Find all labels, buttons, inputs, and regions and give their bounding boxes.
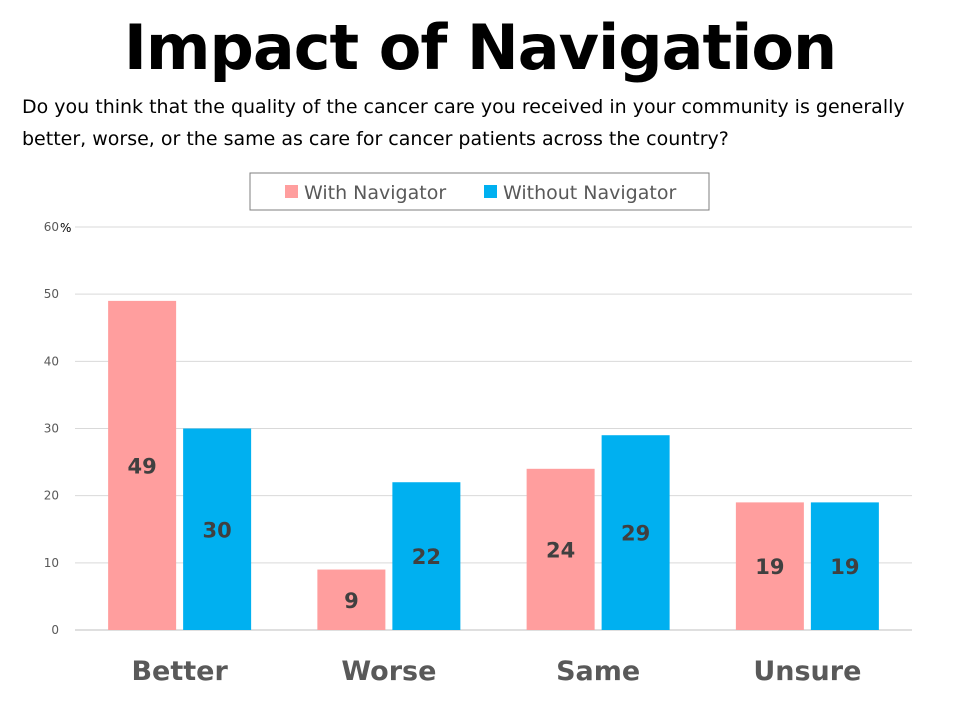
y-axis-unit: % (60, 221, 71, 235)
bars: 49 30 9 22 24 29 19 19 (108, 300, 879, 630)
data-label: 29 (621, 522, 650, 546)
data-label: 30 (203, 518, 232, 542)
x-category-label: Better (131, 656, 228, 687)
survey-question: Do you think that the quality of the can… (22, 96, 905, 150)
bar-better-with-navigator (108, 300, 177, 630)
legend-box (249, 172, 710, 211)
data-label: 19 (755, 555, 784, 579)
bar-unsure-without-navigator (810, 502, 879, 630)
bar-unsure-with-navigator (735, 502, 804, 630)
legend-swatch-with-navigator (285, 185, 298, 198)
data-label: 19 (830, 555, 859, 579)
bar-same-with-navigator (526, 468, 595, 630)
y-tick-label: 60 (44, 220, 59, 234)
y-tick-label: 20 (44, 489, 59, 503)
bar-better-without-navigator (183, 428, 252, 630)
chart-legend: With Navigator Without Navigator (249, 172, 710, 211)
bar-chart: With Navigator Without Navigator 0 10 20 30… (44, 172, 912, 687)
legend-label-with-navigator: With Navigator (304, 182, 446, 204)
slide-title: Impact of Navigation (123, 11, 837, 84)
x-category-label: Worse (341, 656, 436, 687)
data-label: 49 (128, 454, 157, 478)
y-tick-label: 50 (44, 287, 59, 301)
y-tick-label: 40 (44, 354, 59, 368)
legend-label-without-navigator: Without Navigator (503, 182, 676, 204)
y-tick-label: 0 (51, 623, 59, 637)
x-axis-labels: Better Worse Same Unsure (131, 656, 861, 687)
y-tick-label: 10 (44, 556, 59, 570)
x-category-label: Unsure (753, 656, 861, 687)
data-label: 9 (344, 589, 359, 613)
data-label: 24 (546, 538, 575, 562)
legend-swatch-without-navigator (484, 185, 497, 198)
x-category-label: Same (556, 656, 640, 687)
y-tick-label: 30 (44, 422, 59, 436)
bar-worse-without-navigator (392, 482, 461, 630)
data-label: 22 (412, 545, 441, 569)
y-axis-ticks: 0 10 20 30 40 50 60 (44, 220, 59, 637)
bar-worse-with-navigator (317, 569, 386, 630)
bar-same-without-navigator (601, 435, 670, 630)
